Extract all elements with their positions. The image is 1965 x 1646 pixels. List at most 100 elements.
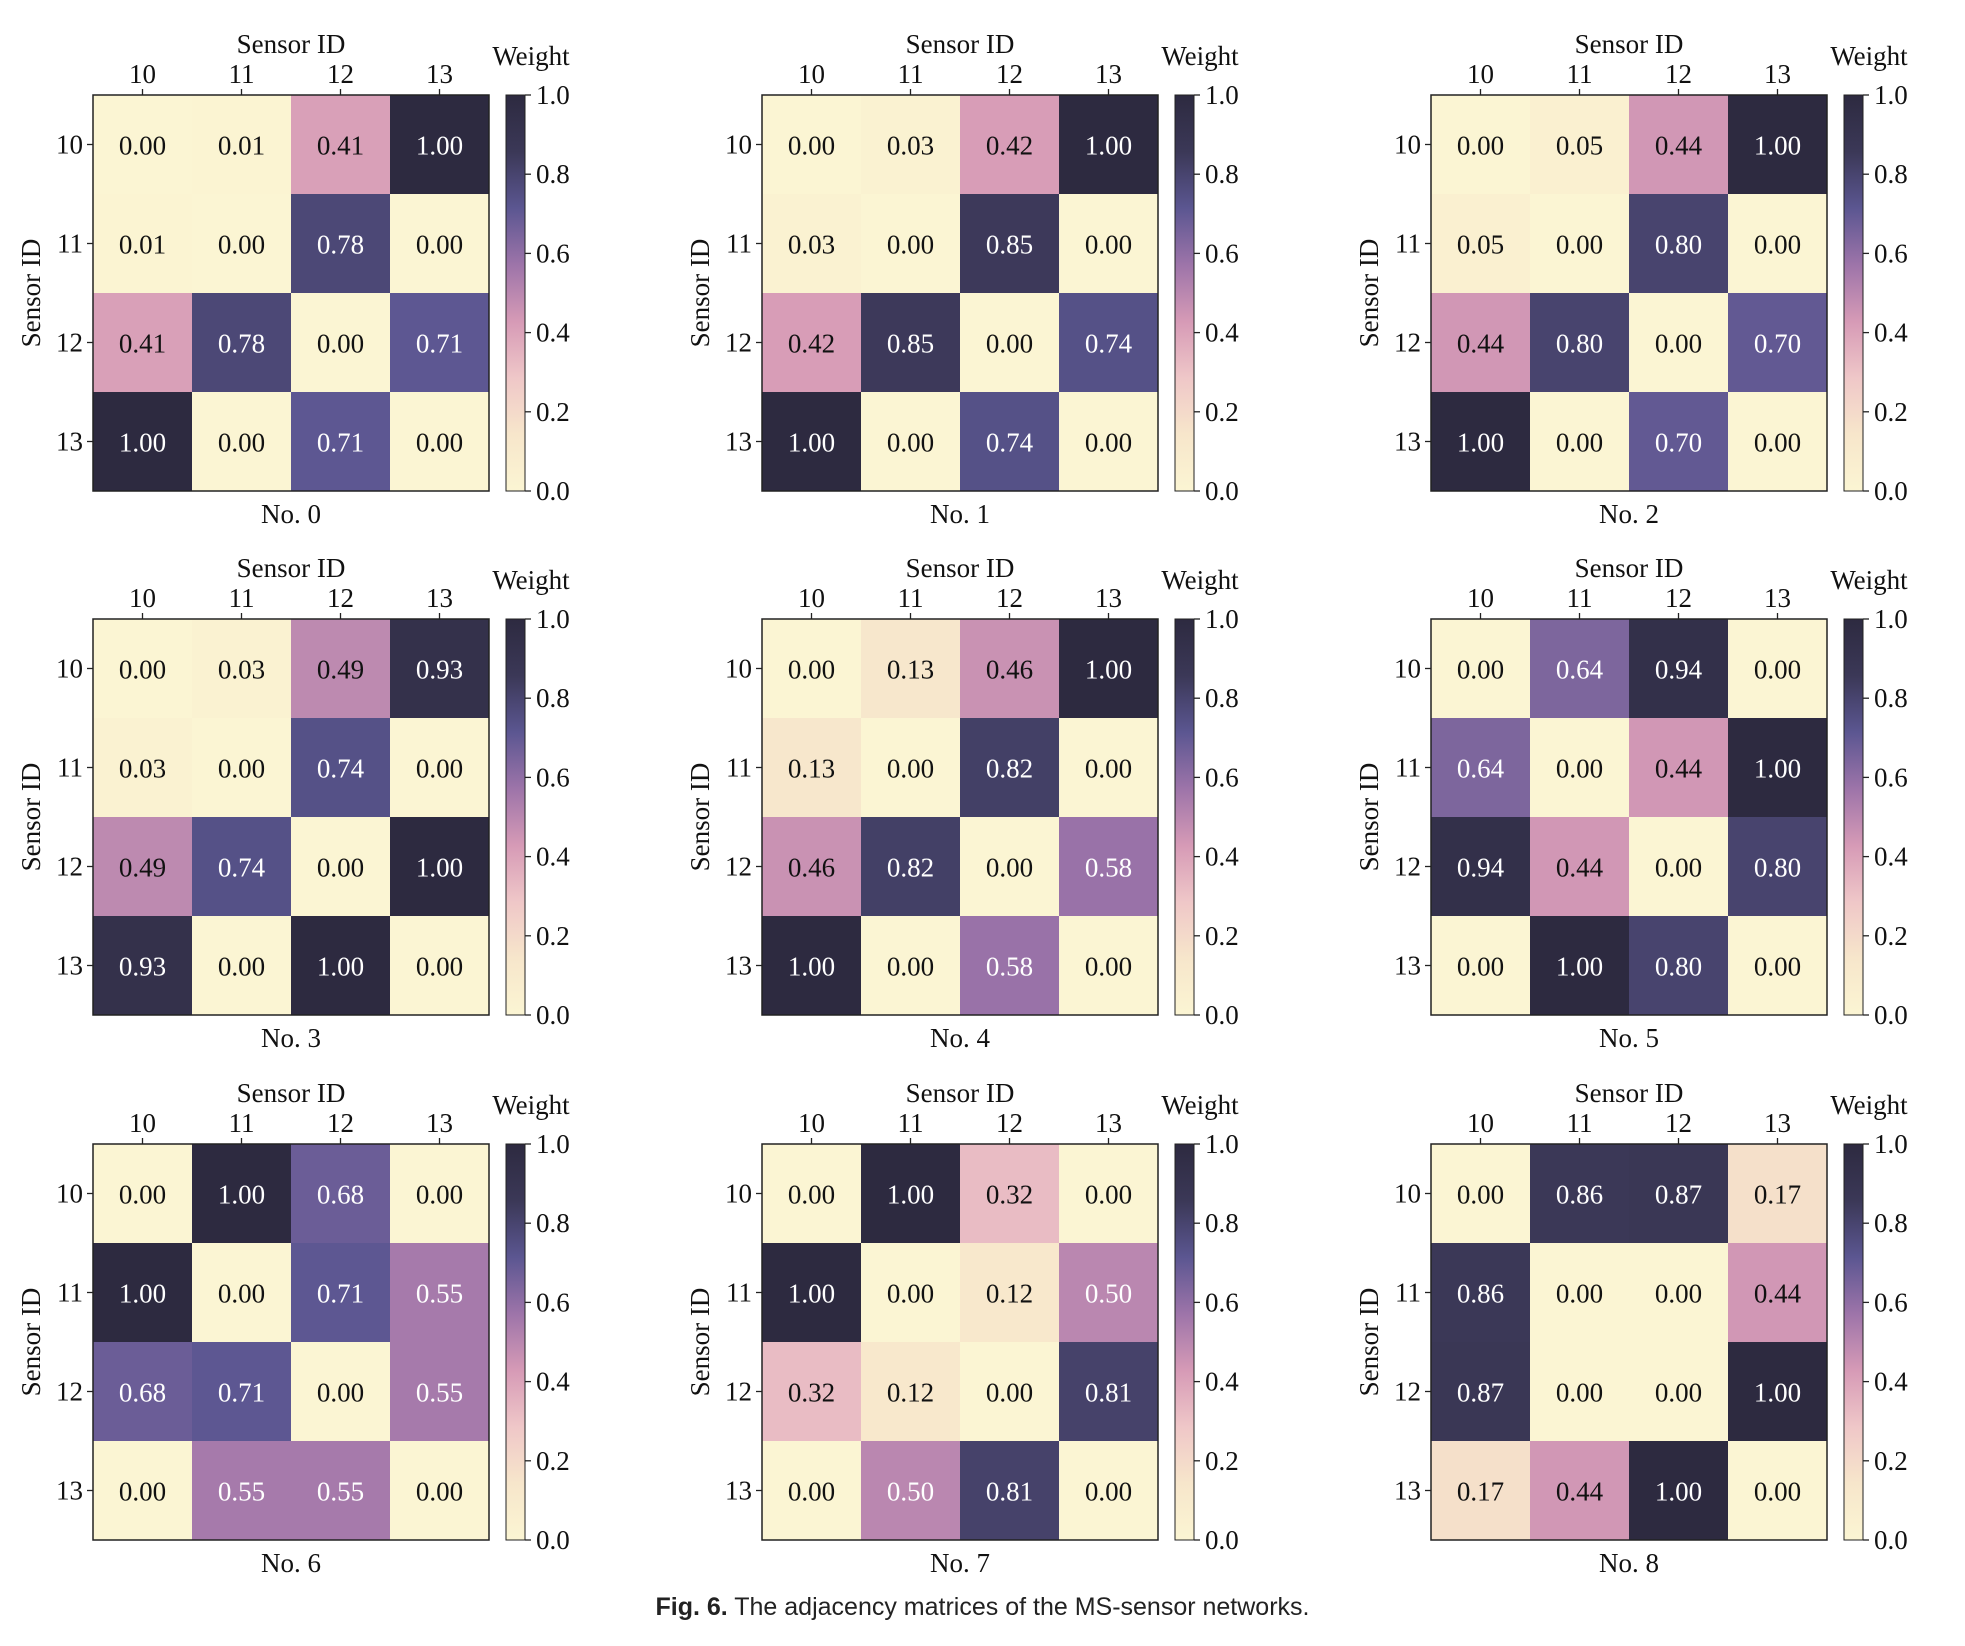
x-axis-label: Sensor ID xyxy=(237,29,346,59)
x-tick-label: 10 xyxy=(1467,583,1494,613)
x-tick-label: 11 xyxy=(1567,583,1593,613)
cell-value-label: 0.00 xyxy=(218,952,265,982)
cell-value-label: 0.32 xyxy=(986,1180,1033,1210)
cell-value-label: 0.00 xyxy=(119,131,166,161)
cell-value-label: 0.00 xyxy=(788,655,835,685)
colorbar-frame xyxy=(1174,1143,1195,1541)
panel-title: No. 3 xyxy=(261,1023,321,1053)
cell-value-label: 1.00 xyxy=(788,428,835,458)
panel-title: No. 1 xyxy=(930,499,990,529)
heatmap-cell xyxy=(960,1144,1060,1244)
y-axis-label: Sensor ID xyxy=(1354,763,1384,872)
x-tick-label: 11 xyxy=(898,59,924,89)
x-tick-label: 13 xyxy=(426,583,453,613)
heatmap-cell xyxy=(291,916,391,1016)
cell-value-label: 0.50 xyxy=(1085,1279,1132,1309)
heatmap-frame xyxy=(761,94,1159,492)
y-tick-label: 11 xyxy=(57,229,83,259)
heatmap-cell xyxy=(1059,619,1159,719)
heatmap-cell xyxy=(762,1243,862,1343)
cell-value-label: 0.00 xyxy=(1457,952,1504,982)
y-axis-label: Sensor ID xyxy=(16,239,46,348)
colorbar-frame xyxy=(505,94,526,492)
cell-value-label: 1.00 xyxy=(1754,754,1801,784)
heatmap-cell xyxy=(192,1441,292,1541)
heatmap-cell xyxy=(1059,817,1159,917)
cell-value-label: 0.00 xyxy=(1085,1180,1132,1210)
cell-value-label: 0.71 xyxy=(218,1378,265,1408)
x-axis-label: Sensor ID xyxy=(1575,1078,1684,1108)
colorbar-tick-label: 0.4 xyxy=(1205,842,1239,872)
heatmap-cell xyxy=(762,916,862,1016)
heatmap-cell xyxy=(960,1441,1060,1541)
cell-value-label: 0.82 xyxy=(986,754,1033,784)
cell-value-label: 0.00 xyxy=(1556,428,1603,458)
heatmap-cell xyxy=(861,293,961,393)
colorbar-tick-label: 0.0 xyxy=(536,1525,570,1555)
colorbar-tick-label: 0.4 xyxy=(1874,1367,1908,1397)
cell-value-label: 0.41 xyxy=(317,131,364,161)
colorbar-title: Weight xyxy=(1161,565,1239,595)
x-tick-label: 10 xyxy=(129,59,156,89)
cell-value-label: 0.00 xyxy=(1556,1279,1603,1309)
heatmap-cell xyxy=(291,392,391,492)
colorbar-frame xyxy=(1843,94,1864,492)
heatmap-frame xyxy=(1430,618,1828,1016)
x-tick-label: 10 xyxy=(798,59,825,89)
heatmap-cell xyxy=(1629,718,1729,818)
heatmap-cell xyxy=(1629,293,1729,393)
heatmap-cell xyxy=(1059,95,1159,195)
heatmap-cell xyxy=(390,817,490,917)
cell-value-label: 0.00 xyxy=(1655,853,1702,883)
heatmap-cell xyxy=(960,392,1060,492)
y-tick-label: 11 xyxy=(1395,1278,1421,1308)
x-tick-label: 13 xyxy=(1764,1108,1791,1138)
y-tick-label: 11 xyxy=(1395,229,1421,259)
heatmap-cell xyxy=(762,293,862,393)
cell-value-label: 0.00 xyxy=(119,655,166,685)
colorbar-tick-label: 0.6 xyxy=(1874,1287,1908,1317)
heatmap-panel-6: Sensor ID Sensor ID 0.00 1.00 0.68 0.00 1.00 0.… xyxy=(16,1078,570,1578)
cell-value-label: 0.70 xyxy=(1655,428,1702,458)
y-tick-label: 13 xyxy=(1394,427,1421,457)
cell-value-label: 1.00 xyxy=(1085,131,1132,161)
cell-value-label: 0.00 xyxy=(788,1477,835,1507)
heatmap-cell xyxy=(1728,293,1828,393)
cell-value-label: 1.00 xyxy=(119,1279,166,1309)
y-tick-label: 11 xyxy=(57,753,83,783)
cell-value-label: 0.86 xyxy=(1457,1279,1504,1309)
y-tick-label: 11 xyxy=(726,1278,752,1308)
cell-value-label: 0.13 xyxy=(887,655,934,685)
heatmap-cell xyxy=(291,1342,391,1442)
cell-value-label: 0.71 xyxy=(416,329,463,359)
colorbar-tick-label: 1.0 xyxy=(1205,1129,1239,1159)
heatmap-cell xyxy=(1629,1144,1729,1244)
colorbar-title: Weight xyxy=(492,41,570,71)
cell-value-label: 0.00 xyxy=(416,428,463,458)
panel-title: No. 0 xyxy=(261,499,321,529)
cell-value-label: 0.00 xyxy=(1457,655,1504,685)
heatmap-cell xyxy=(1059,916,1159,1016)
heatmap-cell xyxy=(762,194,862,294)
colorbar-tick-label: 1.0 xyxy=(536,1129,570,1159)
heatmap-cell xyxy=(93,718,193,818)
cell-value-label: 0.64 xyxy=(1556,655,1604,685)
heatmap-cell xyxy=(960,1243,1060,1343)
y-axis-label: Sensor ID xyxy=(16,763,46,872)
heatmap-cell xyxy=(1530,194,1630,294)
cell-value-label: 0.17 xyxy=(1457,1477,1504,1507)
heatmap-cell xyxy=(861,194,961,294)
heatmap-cell xyxy=(1629,619,1729,719)
x-tick-label: 10 xyxy=(129,583,156,613)
y-tick-label: 12 xyxy=(1394,852,1421,882)
heatmap-cell xyxy=(1431,817,1531,917)
colorbar-tick-label: 0.8 xyxy=(1205,159,1239,189)
heatmap-cell xyxy=(1530,619,1630,719)
y-tick-label: 10 xyxy=(56,1179,83,1209)
colorbar-tick-label: 0.2 xyxy=(1874,921,1908,951)
cell-value-label: 0.68 xyxy=(119,1378,166,1408)
colorbar-tick-label: 0.8 xyxy=(1205,683,1239,713)
colorbar-tick-label: 0.6 xyxy=(1205,238,1239,268)
heatmap-cell xyxy=(1059,1243,1159,1343)
cell-value-label: 0.44 xyxy=(1457,329,1505,359)
